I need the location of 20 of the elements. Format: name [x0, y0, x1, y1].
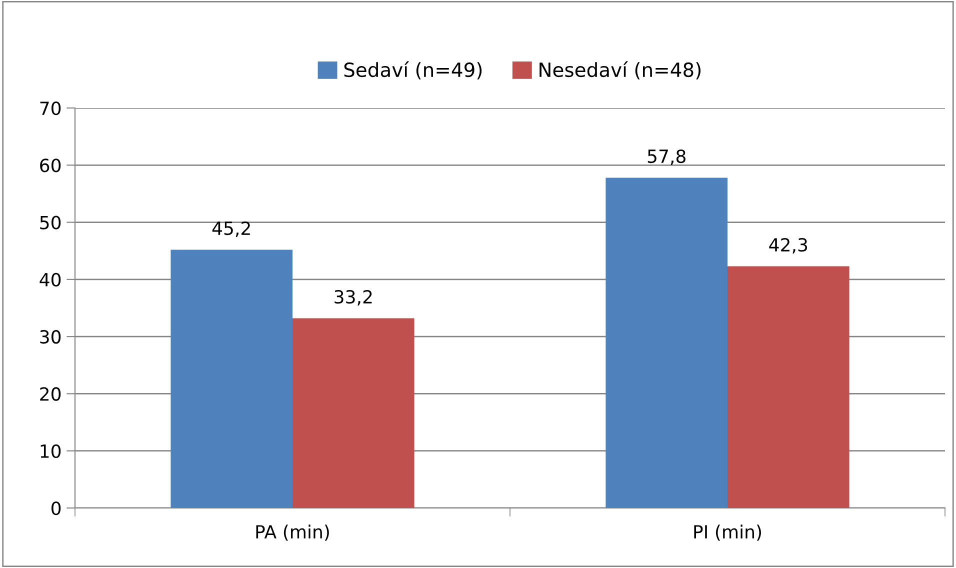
data-label: 33,2 [334, 290, 372, 306]
y-tick-label: 30 [40, 330, 61, 344]
bar [728, 266, 850, 508]
y-tick-label: 50 [40, 216, 61, 230]
y-tick-label: 20 [40, 387, 61, 401]
data-label: 57,8 [648, 149, 686, 165]
data-label: 45,2 [212, 221, 250, 237]
y-tick-label: 40 [40, 272, 61, 287]
y-tick-label: 10 [40, 444, 61, 458]
legend-label: Sedaví (n=49) [344, 61, 482, 80]
bar [606, 178, 728, 508]
y-tick-label: 0 [52, 501, 61, 516]
bar [292, 318, 414, 508]
y-tick-label: 60 [40, 158, 61, 172]
x-tick-label: PI (min) [694, 524, 761, 541]
x-tick-label: PA (min) [256, 524, 329, 541]
data-label: 42,3 [769, 238, 808, 254]
y-tick-label: 70 [40, 101, 61, 116]
bar [170, 250, 292, 508]
legend-label: Nesedaví (n=48) [540, 61, 701, 80]
